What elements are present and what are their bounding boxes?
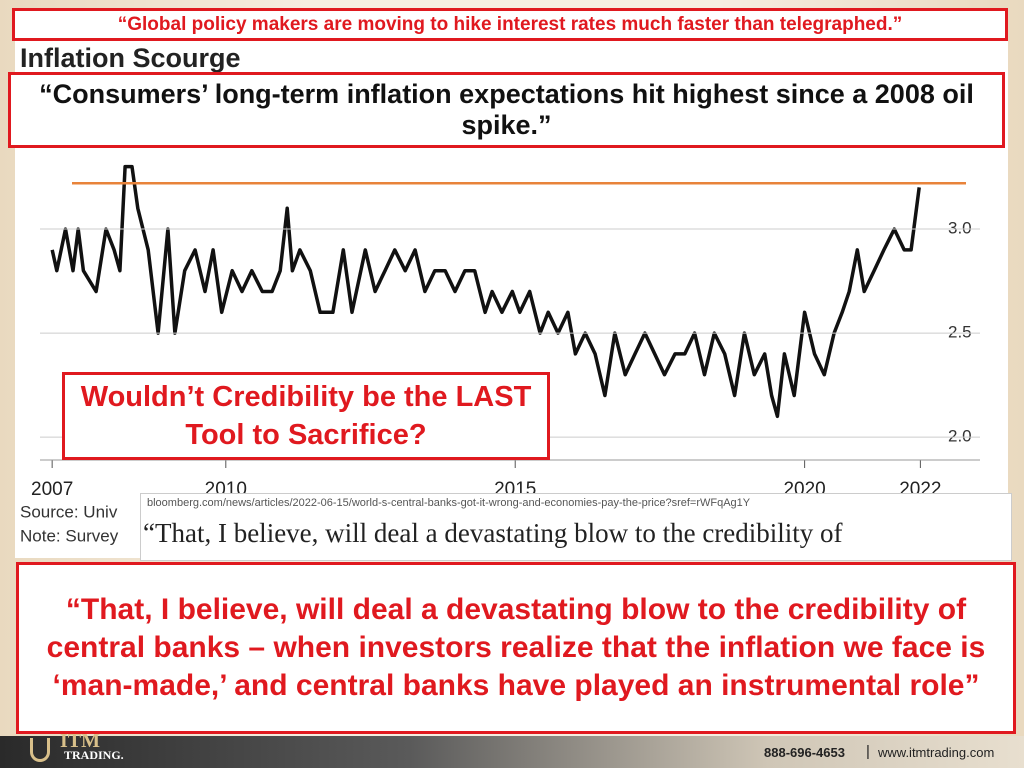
- logo-bottom: TRADING.: [64, 748, 124, 762]
- footer: ITM TRADING. 888-696-4653 | www.itmtradi…: [0, 730, 1024, 768]
- question: Wouldn’t Credibility be the LAST Tool to…: [62, 372, 550, 460]
- website: www.itmtrading.com: [878, 745, 995, 760]
- y-tick-label: 2.5: [948, 323, 972, 342]
- y-tick-label: 3.0: [948, 219, 972, 238]
- article-text: “That, I believe, will deal a devastatin…: [143, 518, 843, 548]
- article-screenshot: bloomberg.com/news/articles/2022-06-15/w…: [140, 493, 1012, 561]
- chart-title: Inflation Scourge: [20, 43, 241, 73]
- logo-top: ITM: [60, 730, 100, 752]
- logo-icon: [30, 738, 50, 762]
- x-tick-label: 2007: [31, 479, 73, 500]
- article-url: bloomberg.com/news/articles/2022-06-15/w…: [147, 497, 751, 509]
- data-line: [50, 164, 921, 419]
- headline: “Global policy makers are moving to hike…: [12, 8, 1008, 41]
- main-quote: “That, I believe, will deal a devastatin…: [16, 562, 1016, 734]
- source: Source: Univ: [20, 502, 118, 521]
- note: Note: Survey: [20, 526, 119, 545]
- separator: |: [866, 743, 870, 760]
- y-tick-label: 2.0: [948, 427, 972, 446]
- quote-box: “Consumers’ long-term inflation expectat…: [8, 72, 1005, 148]
- phone: 888-696-4653: [764, 745, 845, 760]
